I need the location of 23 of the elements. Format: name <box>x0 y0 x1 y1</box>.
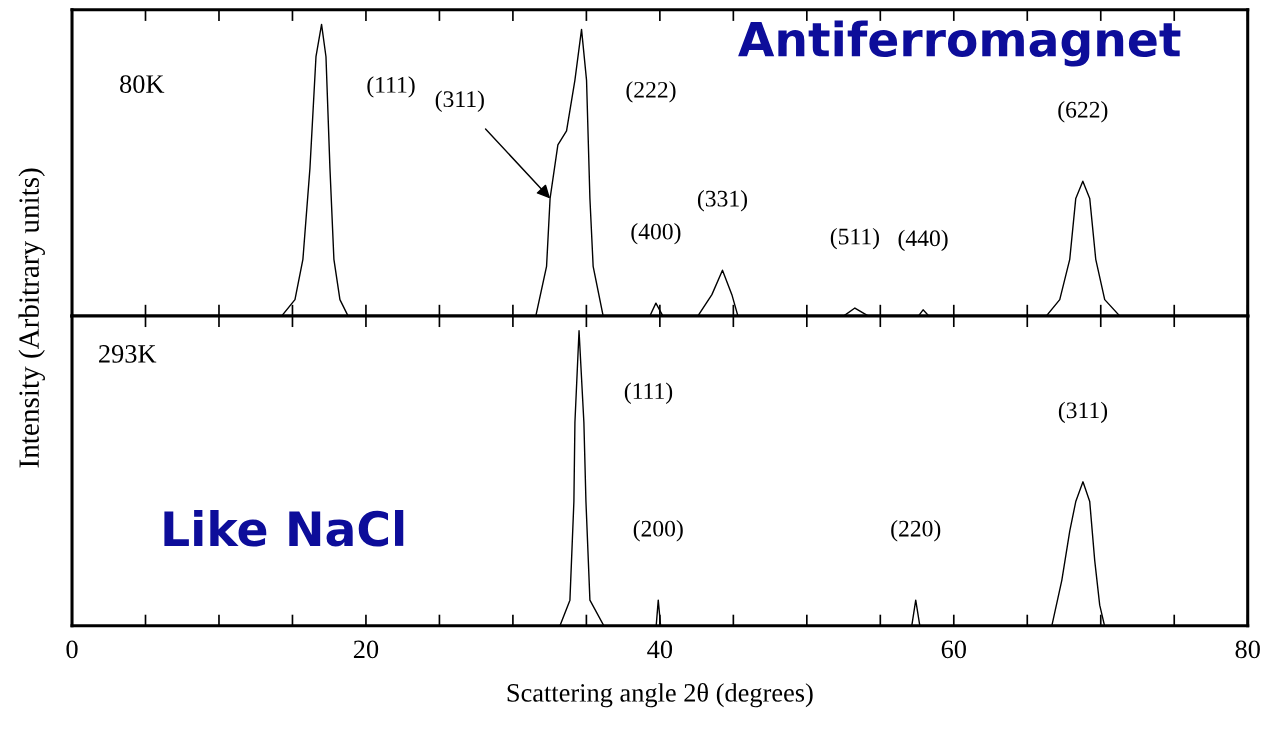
x-axis-title: Scattering angle 2θ (degrees) <box>507 683 813 708</box>
annotation: (222) <box>626 81 676 103</box>
x-tick-label: 40 <box>647 640 673 659</box>
annotation: (311) <box>435 90 484 112</box>
annotation: 80K <box>120 75 165 93</box>
annotation: (311) <box>1058 401 1108 424</box>
annotation: Antiferromagnet <box>738 20 1181 67</box>
x-tick-label: 60 <box>941 640 966 659</box>
y-axis-title: Intensity (Arbitrary units) <box>18 168 45 468</box>
x-tick-label: 80 <box>1235 640 1260 659</box>
x-tick-label: 0 <box>66 640 78 659</box>
annotation: (400) <box>631 222 681 245</box>
annotation: (511) <box>830 227 879 250</box>
annotation: (440) <box>898 229 948 252</box>
annotation: (220) <box>891 519 941 542</box>
annotation: (200) <box>633 519 683 542</box>
annotation: Like NaCl <box>164 510 404 547</box>
annotation: (111) <box>367 76 415 98</box>
annotation: (622) <box>1058 101 1108 123</box>
annotation: (111) <box>624 382 673 404</box>
annotation: 293K <box>99 345 157 363</box>
x-tick-label: 20 <box>353 640 379 659</box>
annotation: (331) <box>697 190 748 212</box>
